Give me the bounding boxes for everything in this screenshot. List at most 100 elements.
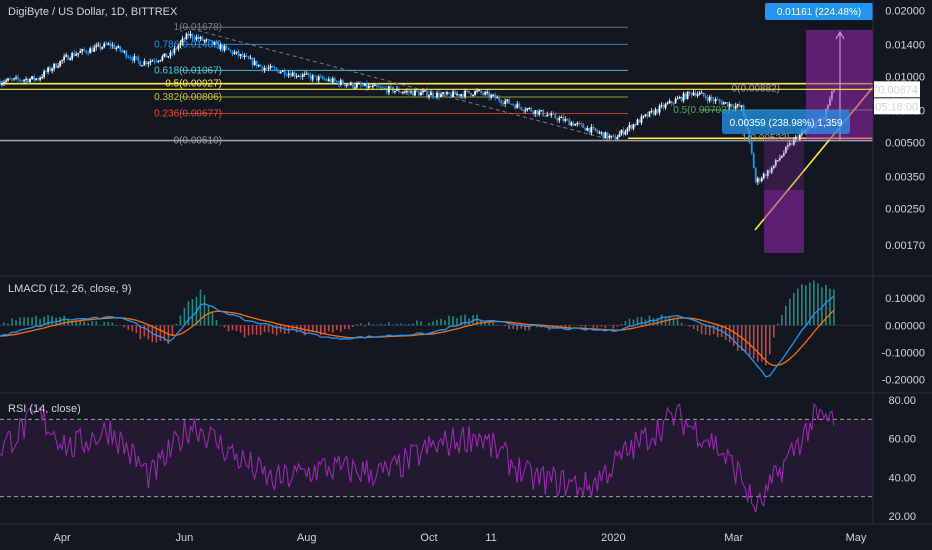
candle-body [261,66,264,71]
candle-body [454,91,456,95]
rsi-axis[interactable]: 80.00 60.00 40.00 20.00 [888,395,916,523]
candle-body [640,116,643,123]
macd-histogram-bar [215,319,218,326]
macd-tick-label: 0.10000 [885,293,925,305]
candle-body [724,102,727,104]
macd-histogram-bar [460,315,462,326]
macd-histogram-bar [187,301,190,326]
candle-body [99,44,102,49]
macd-histogram-bar [620,324,623,326]
fib-retracement-upper[interactable]: 1(0.01678) 0.786(0.01402) 0.618(0.01067) 0.… [0,22,873,147]
macd-indicator-label[interactable]: LMACD (12, 26, close, 9) [8,283,132,295]
candle-body [1,83,3,85]
candle-body [157,60,160,62]
macd-histogram-bar [227,325,230,332]
macd-pane[interactable] [0,280,873,378]
candle-body [137,57,140,62]
candle-body [774,160,777,166]
macd-axis[interactable]: 0.10000 0.00000 -0.10000 -0.20000 [882,293,925,386]
rsi-tick-label: 80.00 [888,395,916,407]
macd-signal-line[interactable] [0,309,835,367]
price-range-measure[interactable] [722,110,850,134]
candle-body [23,79,25,81]
macd-histogram-bar [696,325,699,332]
macd-histogram-bar [512,325,514,329]
candle-body [782,152,785,156]
time-axis[interactable]: Apr Jun Aug Oct 11 2020 Mar May [54,532,867,544]
candle-body [588,127,591,133]
candle-body [510,103,513,105]
macd-histogram-bar [724,325,727,340]
candle-body [235,51,238,53]
macd-histogram-bar [688,325,691,327]
macd-histogram-bar [833,289,835,326]
candle-body [289,73,292,77]
candle-body [81,49,84,52]
candle-body [65,55,68,57]
candle-body [115,47,118,49]
candle-body [169,52,172,57]
candle-body [492,94,495,96]
macd-histogram-bar [388,321,390,326]
candle-body [21,80,23,82]
rsi-pane[interactable] [0,402,873,513]
candle-body [273,67,276,69]
macd-histogram-bar [111,322,114,326]
candle-body [243,55,246,58]
candle-body [624,131,627,135]
candle-body [113,44,116,49]
range-highlight-mid[interactable] [764,138,804,190]
candle-body [127,57,130,59]
candle-body [125,51,128,58]
rsi-line[interactable] [0,402,835,513]
price-pane[interactable]: 1(0.01678) 0.786(0.01402) 0.618(0.01067) 0.… [0,22,873,253]
symbol-title[interactable]: DigiByte / US Dollar, 1D, BITTREX [8,6,178,18]
candle-body [716,99,719,101]
macd-histogram-bar [660,314,663,326]
candle-body [726,102,729,107]
macd-line[interactable] [0,295,835,378]
macd-histogram-bar [412,323,414,326]
candle-body [738,104,741,108]
rsi-indicator-label[interactable]: RSI (14, close) [8,403,81,415]
time-tick-label: Oct [420,532,437,544]
candle-body [398,88,400,93]
candle-body [506,99,509,102]
candle-body [53,63,56,69]
macd-histogram-bar [776,323,779,326]
macd-histogram-bar [408,324,410,326]
candle-body [390,86,392,88]
candle-body [598,132,601,134]
candle-body [530,108,533,112]
candle-body [494,94,497,99]
candle-body [15,77,17,79]
candle-body [309,75,312,80]
rsi-tick-label: 40.00 [888,472,916,484]
candle-body [576,123,579,125]
candle-body [500,100,503,104]
candle-body [616,137,619,140]
macd-histogram-bar [716,325,719,338]
candle-body [335,80,338,82]
candle-body [133,56,136,61]
candle-body [708,96,711,101]
macd-histogram-bar [47,315,49,326]
candle-body [217,42,220,49]
candle-body [618,133,621,138]
price-axis[interactable]: 0.020000.014000.010000.007000.005000.003… [885,5,925,252]
macd-histogram-bar [744,325,747,354]
candle-body [668,100,671,104]
candle-body [199,36,202,39]
candle-body [538,111,541,115]
candle-body [91,48,94,52]
candle-body [119,46,122,51]
candle-body [381,87,384,89]
candle-body [327,79,330,81]
downtrend-line[interactable] [184,26,614,142]
range-highlight-low[interactable] [764,190,804,253]
candle-body [105,43,108,45]
candle-body [359,83,362,86]
candle-body [39,77,41,80]
candle-body [654,109,657,115]
